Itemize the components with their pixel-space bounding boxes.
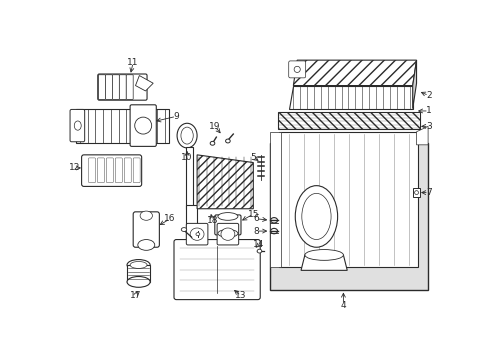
Polygon shape <box>289 86 412 109</box>
FancyBboxPatch shape <box>214 215 241 235</box>
Text: 2: 2 <box>425 91 431 100</box>
Ellipse shape <box>127 276 150 287</box>
Bar <box>277 112 420 130</box>
Text: 12: 12 <box>69 163 80 172</box>
Text: 18: 18 <box>206 216 218 225</box>
Text: 1: 1 <box>425 107 431 116</box>
Bar <box>270 132 281 266</box>
Text: 7: 7 <box>425 188 431 197</box>
Text: 6: 6 <box>253 214 259 223</box>
Polygon shape <box>293 60 416 86</box>
Ellipse shape <box>190 228 203 240</box>
FancyBboxPatch shape <box>70 109 84 142</box>
Polygon shape <box>135 76 153 91</box>
Ellipse shape <box>218 213 238 220</box>
Text: 17: 17 <box>129 291 141 300</box>
Bar <box>185 147 193 209</box>
Ellipse shape <box>210 141 214 145</box>
Ellipse shape <box>225 139 230 143</box>
Text: 15: 15 <box>247 210 259 219</box>
Ellipse shape <box>221 228 234 240</box>
FancyBboxPatch shape <box>115 158 122 183</box>
FancyBboxPatch shape <box>124 158 131 183</box>
FancyBboxPatch shape <box>174 239 260 300</box>
Ellipse shape <box>414 191 418 194</box>
Text: 5: 5 <box>250 153 256 162</box>
Polygon shape <box>416 126 427 145</box>
Text: 13: 13 <box>235 291 246 300</box>
FancyBboxPatch shape <box>126 75 133 99</box>
Ellipse shape <box>218 230 238 237</box>
Text: 3: 3 <box>425 122 431 131</box>
Text: 10: 10 <box>181 153 192 162</box>
Ellipse shape <box>181 228 186 231</box>
FancyBboxPatch shape <box>112 75 119 99</box>
Text: 8: 8 <box>253 226 259 235</box>
Text: 9: 9 <box>173 112 179 121</box>
Bar <box>127 265 150 282</box>
FancyBboxPatch shape <box>119 75 126 99</box>
FancyBboxPatch shape <box>130 105 156 147</box>
Ellipse shape <box>257 249 261 253</box>
Polygon shape <box>301 255 346 270</box>
Bar <box>412 188 420 197</box>
Ellipse shape <box>140 211 152 220</box>
FancyBboxPatch shape <box>133 212 159 247</box>
Ellipse shape <box>305 249 343 260</box>
Ellipse shape <box>181 127 193 144</box>
FancyBboxPatch shape <box>105 75 112 99</box>
Bar <box>279 132 417 266</box>
FancyBboxPatch shape <box>133 158 140 183</box>
Text: 14: 14 <box>252 240 264 249</box>
FancyBboxPatch shape <box>88 158 95 183</box>
Ellipse shape <box>295 186 337 247</box>
FancyBboxPatch shape <box>81 155 142 186</box>
Ellipse shape <box>301 193 330 239</box>
FancyBboxPatch shape <box>186 223 207 245</box>
Ellipse shape <box>270 217 277 223</box>
Ellipse shape <box>127 260 150 270</box>
Bar <box>185 205 197 247</box>
Ellipse shape <box>293 66 300 72</box>
Text: 11: 11 <box>127 58 139 67</box>
Ellipse shape <box>130 261 147 269</box>
Bar <box>76 109 168 143</box>
Polygon shape <box>412 60 416 109</box>
Ellipse shape <box>177 123 197 148</box>
Polygon shape <box>197 155 253 209</box>
Ellipse shape <box>138 239 154 250</box>
Ellipse shape <box>135 117 151 134</box>
FancyBboxPatch shape <box>217 223 238 245</box>
FancyBboxPatch shape <box>106 158 113 183</box>
Text: 19: 19 <box>209 122 220 131</box>
Ellipse shape <box>74 121 81 130</box>
Bar <box>270 143 427 289</box>
Ellipse shape <box>270 228 277 234</box>
FancyBboxPatch shape <box>99 75 105 99</box>
Text: 4: 4 <box>340 301 346 310</box>
Text: 16: 16 <box>164 214 176 223</box>
FancyBboxPatch shape <box>97 158 104 183</box>
Ellipse shape <box>196 233 200 236</box>
FancyBboxPatch shape <box>288 61 305 78</box>
